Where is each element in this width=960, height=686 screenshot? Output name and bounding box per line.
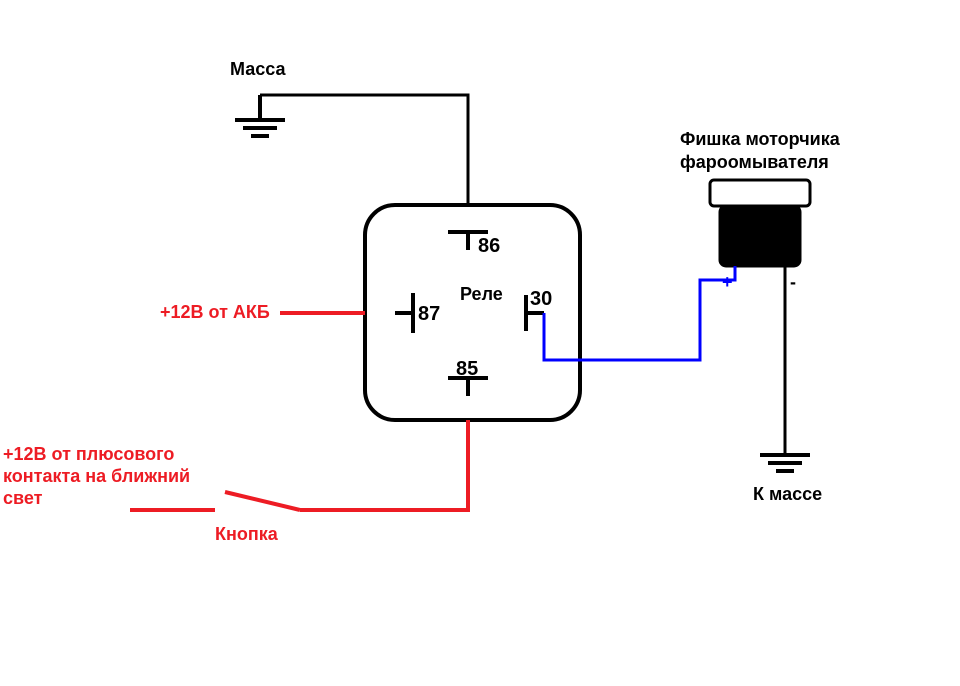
wire-85-to-switch — [300, 420, 468, 510]
switch-button-label: Кнопка — [215, 524, 279, 544]
pin87-label: 87 — [418, 303, 440, 325]
pin86-label: 86 — [478, 235, 500, 257]
relay-label: Реле — [460, 284, 503, 304]
switch-arm — [225, 492, 300, 510]
pin30-label: 30 — [530, 288, 552, 310]
source-label-3: свет — [3, 488, 43, 508]
wire-ground-to-86 — [260, 95, 468, 205]
ground-bottom-label: К массе — [753, 484, 822, 504]
connector-cap — [710, 180, 810, 206]
ground-top-symbol — [235, 95, 285, 136]
battery-label: +12В от АКБ — [160, 302, 270, 322]
connector-minus: - — [790, 272, 796, 292]
connector-label-2: фароомывателя — [680, 152, 829, 172]
ground-bottom-symbol — [760, 455, 810, 471]
wire-30-to-connector-plus — [544, 266, 735, 360]
connector-label-1: Фишка моторчика — [680, 129, 841, 149]
ground-top-label: Масса — [230, 59, 286, 79]
connector-plus: + — [722, 272, 733, 292]
source-label-2: контакта на ближний — [3, 466, 190, 486]
pin85-label: 85 — [456, 358, 478, 380]
source-label-1: +12В от плюсового — [3, 444, 174, 464]
connector-body — [720, 206, 800, 266]
relay-wiring-diagram: Реле 86 87 30 85 Масса Фишка моторчика ф… — [0, 0, 960, 686]
